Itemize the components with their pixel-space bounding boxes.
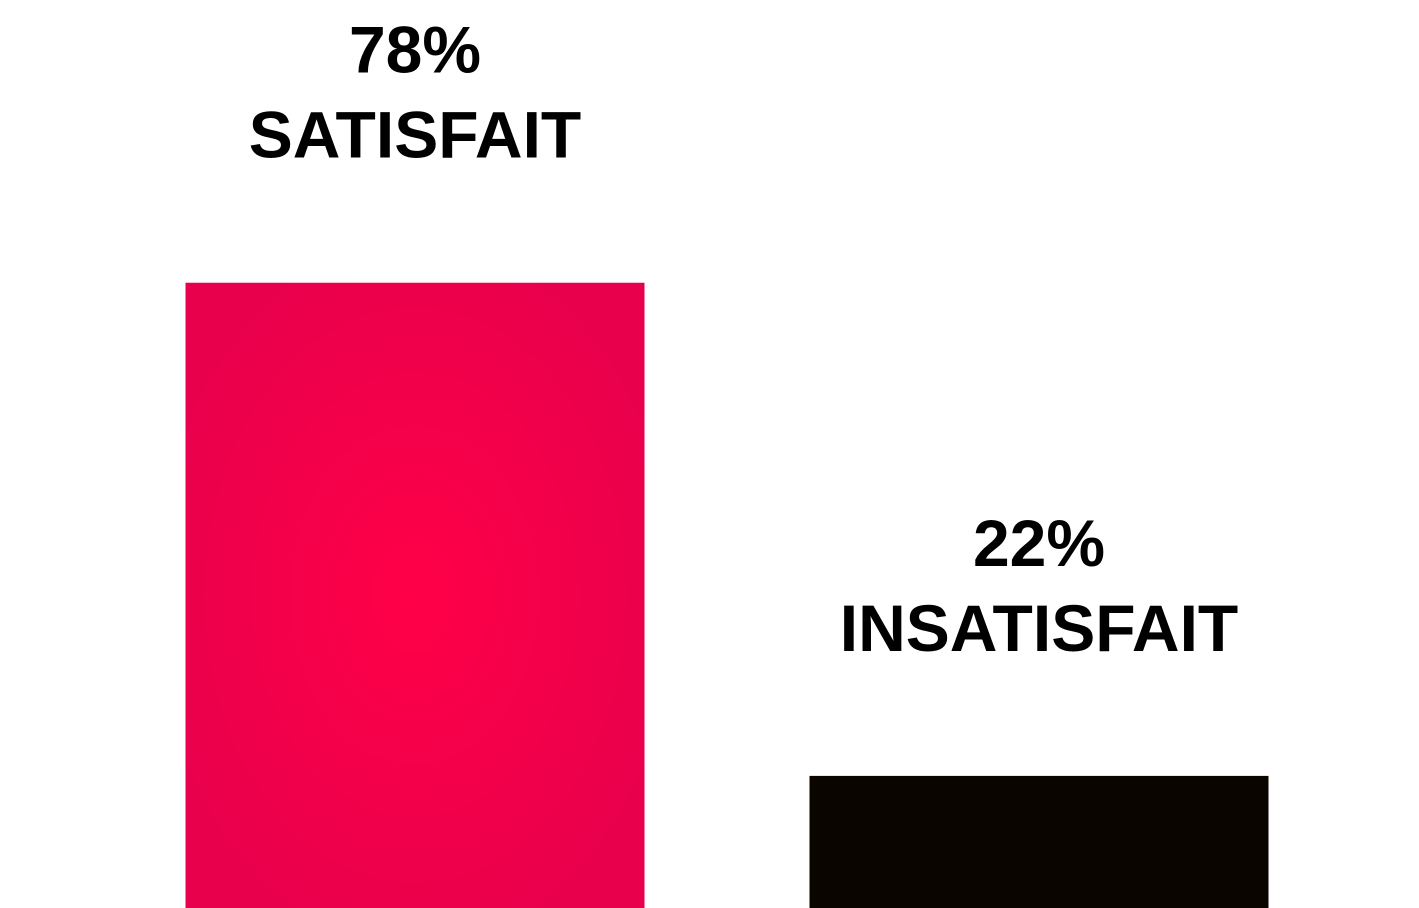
- bar: [809, 775, 1269, 908]
- value-label: 78%: [349, 13, 481, 87]
- value-label: 22%: [973, 506, 1105, 580]
- bar: [185, 282, 645, 908]
- category-label: INSATISFAIT: [840, 591, 1238, 665]
- category-label: SATISFAIT: [249, 98, 581, 172]
